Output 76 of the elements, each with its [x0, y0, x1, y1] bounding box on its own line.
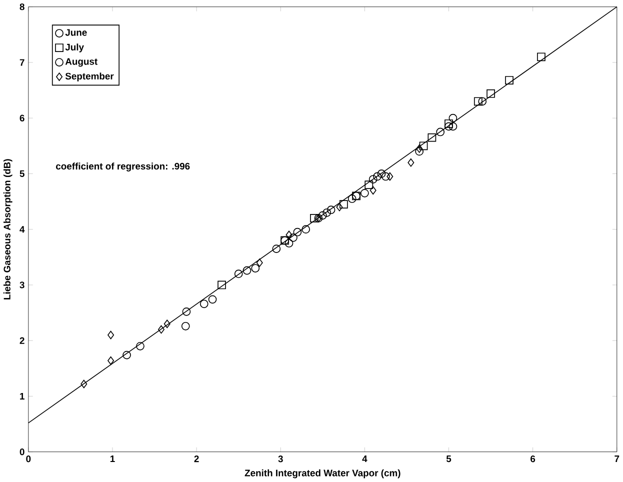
point [360, 189, 369, 198]
point [256, 258, 263, 268]
x-tick-label: 7 [614, 456, 620, 462]
point [486, 90, 495, 98]
point [136, 342, 144, 350]
y-tick-label: 7 [20, 59, 24, 66]
point [293, 228, 302, 236]
point [339, 200, 348, 209]
point [428, 133, 436, 142]
point [208, 295, 217, 304]
point [348, 194, 356, 204]
legend-label: July [65, 44, 84, 52]
point [373, 172, 382, 181]
x-tick-label: 1 [110, 456, 115, 462]
y-tick-label: 4 [20, 226, 25, 233]
point [436, 128, 445, 136]
point [322, 208, 332, 217]
point [122, 350, 131, 360]
y-tick-label: 5 [20, 170, 24, 178]
point [251, 264, 260, 273]
point [284, 239, 294, 248]
point [419, 142, 428, 150]
legend-label: September [65, 72, 114, 82]
point [272, 244, 281, 254]
x-tick-label: 6 [530, 456, 536, 462]
point [444, 120, 453, 128]
x-tick-label: 0 [26, 456, 31, 462]
y-tick-label: 1 [20, 393, 24, 400]
point [370, 186, 376, 195]
point [505, 76, 514, 85]
point [377, 170, 386, 178]
point [448, 114, 458, 122]
point [310, 214, 318, 223]
point [234, 270, 243, 278]
point [108, 330, 114, 340]
annotation: coefficient of regression: .996 [56, 162, 190, 172]
point [108, 356, 114, 365]
point [382, 172, 390, 181]
point [242, 266, 252, 275]
point [80, 380, 88, 388]
y-tick-label: 8 [20, 4, 24, 10]
x-tick-label: 3 [278, 456, 283, 462]
point [386, 172, 394, 181]
point [289, 234, 298, 242]
point [444, 122, 453, 131]
point [158, 325, 164, 334]
point [474, 97, 482, 106]
point [326, 206, 336, 214]
point [164, 320, 170, 328]
x-tick-label: 4 [362, 456, 368, 462]
point [415, 147, 424, 156]
point [448, 122, 458, 131]
point [364, 180, 374, 190]
x-tick-label: 5 [446, 456, 452, 462]
y-tick-label: 6 [20, 114, 24, 122]
point [286, 230, 292, 240]
point [336, 203, 343, 212]
point [182, 308, 191, 316]
point [408, 158, 414, 167]
x-axis-title: Zenith Integrated Water Vapor (cm) [244, 470, 400, 478]
legend-label: June [65, 29, 87, 36]
point [416, 144, 423, 153]
point [537, 52, 546, 62]
point [368, 175, 378, 184]
point [218, 280, 226, 290]
point [302, 225, 310, 234]
point [318, 211, 327, 220]
point [181, 322, 190, 330]
y-axis-title: Liebe Gaseous Absorption (dB) [3, 159, 12, 300]
point [200, 300, 208, 308]
x-tick-label: 2 [194, 456, 199, 462]
y-tick-label: 3 [20, 282, 24, 288]
point [478, 97, 487, 106]
y-tick-label: 2 [20, 337, 24, 344]
y-tick-label: 0 [20, 448, 24, 456]
legend-label: August [65, 58, 98, 67]
